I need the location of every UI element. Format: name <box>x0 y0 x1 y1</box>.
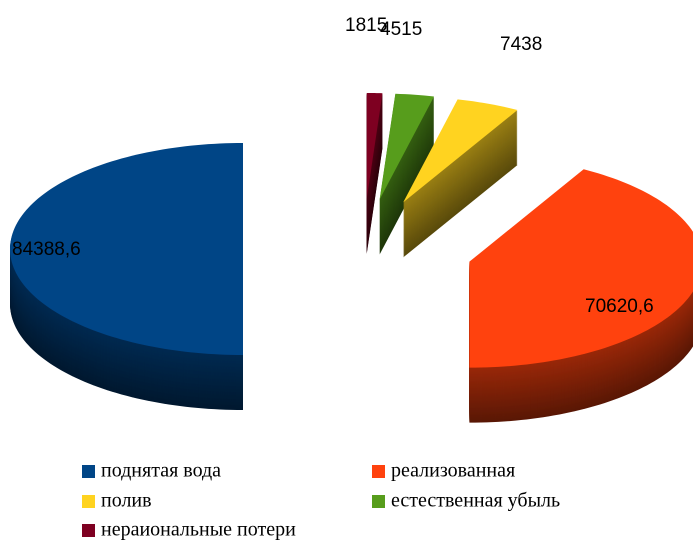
data-label: 84388,6 <box>12 239 81 260</box>
slice-top <box>403 99 518 203</box>
data-label: 1815 <box>345 15 387 36</box>
slice <box>366 92 383 254</box>
slice <box>469 169 693 423</box>
data-label: 70620,6 <box>585 296 654 317</box>
slice-top <box>379 93 435 200</box>
legend-swatch <box>82 465 95 478</box>
slice-top <box>469 169 693 368</box>
data-label: 4515 <box>380 19 422 40</box>
legend-label: полив <box>101 490 152 512</box>
data-label: 7438 <box>500 34 542 55</box>
legend-label: поднятая вода <box>101 460 221 482</box>
legend-label: реализованная <box>391 460 515 482</box>
slice <box>10 143 243 410</box>
slice-top <box>366 92 383 199</box>
legend-swatch <box>372 495 385 508</box>
legend-swatch <box>82 495 95 508</box>
legend-swatch <box>372 465 385 478</box>
slice <box>403 99 518 258</box>
legend-label: нераиональные потери <box>101 519 296 541</box>
slice-top <box>10 143 243 355</box>
legend-swatch <box>82 524 95 537</box>
legend-label: естественная убыль <box>391 490 560 512</box>
